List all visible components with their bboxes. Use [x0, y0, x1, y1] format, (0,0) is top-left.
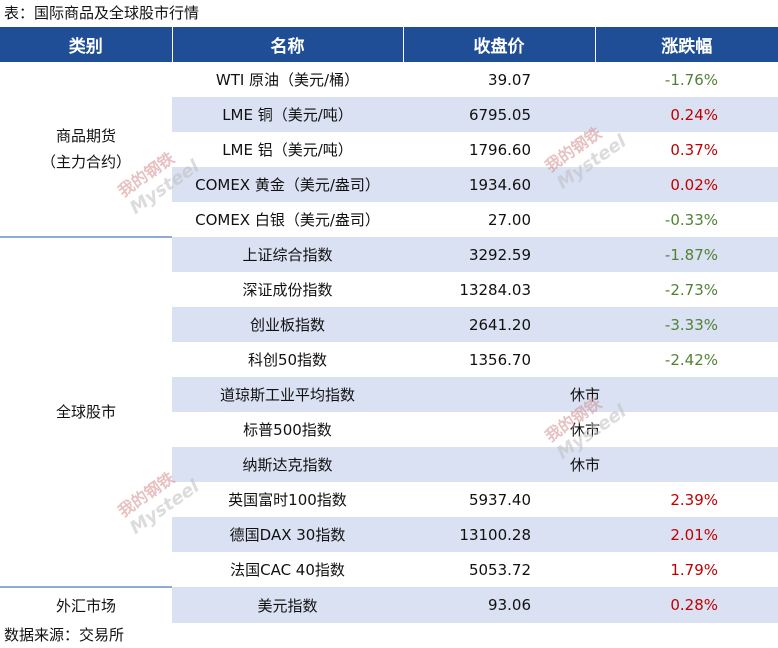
header-change: 涨跌幅	[594, 27, 778, 62]
table-row: COMEX 黄金（美元/盎司） 1934.60 0.02%	[0, 167, 778, 202]
table-row: 科创50指数 1356.70 -2.42%	[0, 342, 778, 377]
instrument-name: 科创50指数	[247, 351, 328, 369]
instrument-name: 道琼斯工业平均指数	[172, 377, 403, 412]
close-price: 6795.05	[403, 97, 595, 132]
instrument-name: LME 铜（美元/吨）	[172, 97, 403, 132]
change-pct: -2.42%	[664, 350, 718, 369]
market-closed-cell: 休市	[403, 412, 778, 447]
market-closed-label: 休市	[570, 386, 601, 404]
close-price: 1934.60	[403, 167, 595, 202]
change-pct: -1.87%	[595, 237, 778, 272]
table-row: COMEX 白银（美元/盎司） 27.00 -0.33%	[0, 202, 778, 237]
close-price: 1796.60	[468, 140, 531, 159]
close-price: 5053.72	[468, 560, 531, 579]
table-caption: 表：国际商品及全球股市行情	[4, 4, 200, 22]
table-row: LME 铝（美元/吨） 1796.60 0.37%	[0, 132, 778, 167]
instrument-name: 上证综合指数	[172, 237, 403, 272]
data-source-note: 数据来源：交易所	[4, 626, 125, 644]
close-price: 39.07	[488, 70, 531, 89]
instrument-name: COMEX 黄金（美元/盎司）	[172, 167, 403, 202]
change-pct: -1.76%	[664, 70, 718, 89]
header-close: 收盘价	[402, 27, 595, 62]
instrument-name: COMEX 白银（美元/盎司）	[195, 211, 380, 229]
instrument-name: 标普500指数	[243, 421, 332, 439]
instrument-name: 法国CAC 40指数	[230, 561, 345, 579]
table-row: 德国DAX 30指数 13100.28 2.01%	[0, 517, 778, 552]
table-row: 创业板指数 2641.20 -3.33%	[0, 307, 778, 342]
instrument-name: 美元指数	[172, 587, 403, 623]
table-row: 英国富时100指数 5937.40 2.39%	[0, 482, 778, 517]
instrument-name: 英国富时100指数	[228, 491, 347, 509]
market-closed-cell: 休市	[403, 377, 778, 412]
change-pct: 0.37%	[670, 140, 718, 159]
table-row: 商品期货 （主力合约） WTI 原油（美元/桶） 39.07 -1.76%	[0, 62, 778, 238]
close-price: 13100.28	[403, 517, 595, 552]
change-pct: 0.28%	[595, 587, 778, 623]
close-price: 5937.40	[468, 490, 531, 509]
instrument-name: 深证成份指数	[242, 281, 333, 299]
instrument-name: 创业板指数	[172, 307, 403, 342]
change-pct: -0.33%	[664, 210, 718, 229]
market-closed-label: 休市	[570, 456, 601, 474]
table-row: 标普500指数 休市	[0, 412, 778, 447]
change-pct: 2.39%	[670, 490, 718, 509]
market-table: 类别 名称 收盘价 涨跌幅 商品期货 （主力合约） WTI 原油（美元/桶） 39…	[0, 27, 778, 623]
table-row: 全球股市 上证综合指数 3292.59 -1.87%	[0, 237, 778, 588]
change-pct: 1.79%	[670, 560, 718, 579]
change-pct: -3.33%	[595, 307, 778, 342]
table-header-row: 类别 名称 收盘价 涨跌幅	[0, 27, 778, 62]
change-pct: 0.24%	[595, 97, 778, 132]
category-forex: 外汇市场	[0, 587, 172, 623]
table-row: 深证成份指数 13284.03 -2.73%	[0, 272, 778, 307]
close-price: 13284.03	[459, 280, 531, 299]
instrument-name: WTI 原油（美元/桶）	[215, 71, 360, 89]
change-pct: -2.73%	[664, 280, 718, 299]
close-price: 1356.70	[468, 350, 531, 369]
table-row: 法国CAC 40指数 5053.72 1.79%	[0, 552, 778, 587]
instrument-name: 纳斯达克指数	[172, 447, 403, 482]
market-closed-label: 休市	[570, 421, 601, 439]
close-price: 2641.20	[403, 307, 595, 342]
table-row: 道琼斯工业平均指数 休市	[0, 377, 778, 412]
close-price: 27.00	[488, 210, 531, 229]
table-row: LME 铜（美元/吨） 6795.05 0.24%	[0, 97, 778, 132]
instrument-name: 德国DAX 30指数	[172, 517, 403, 552]
category-global-stocks: 全球股市	[0, 237, 172, 588]
table-row: 外汇市场 美元指数 93.06 0.28%	[0, 587, 778, 623]
header-category: 类别	[0, 27, 172, 62]
close-price: 3292.59	[403, 237, 595, 272]
market-closed-cell: 休市	[403, 447, 778, 482]
close-price: 93.06	[403, 587, 595, 623]
change-pct: 2.01%	[595, 517, 778, 552]
change-pct: 0.02%	[595, 167, 778, 202]
table-row: 纳斯达克指数 休市	[0, 447, 778, 482]
instrument-name: LME 铝（美元/吨）	[222, 141, 353, 159]
category-commodities: 商品期货 （主力合约）	[0, 62, 172, 238]
header-name: 名称	[171, 27, 403, 62]
